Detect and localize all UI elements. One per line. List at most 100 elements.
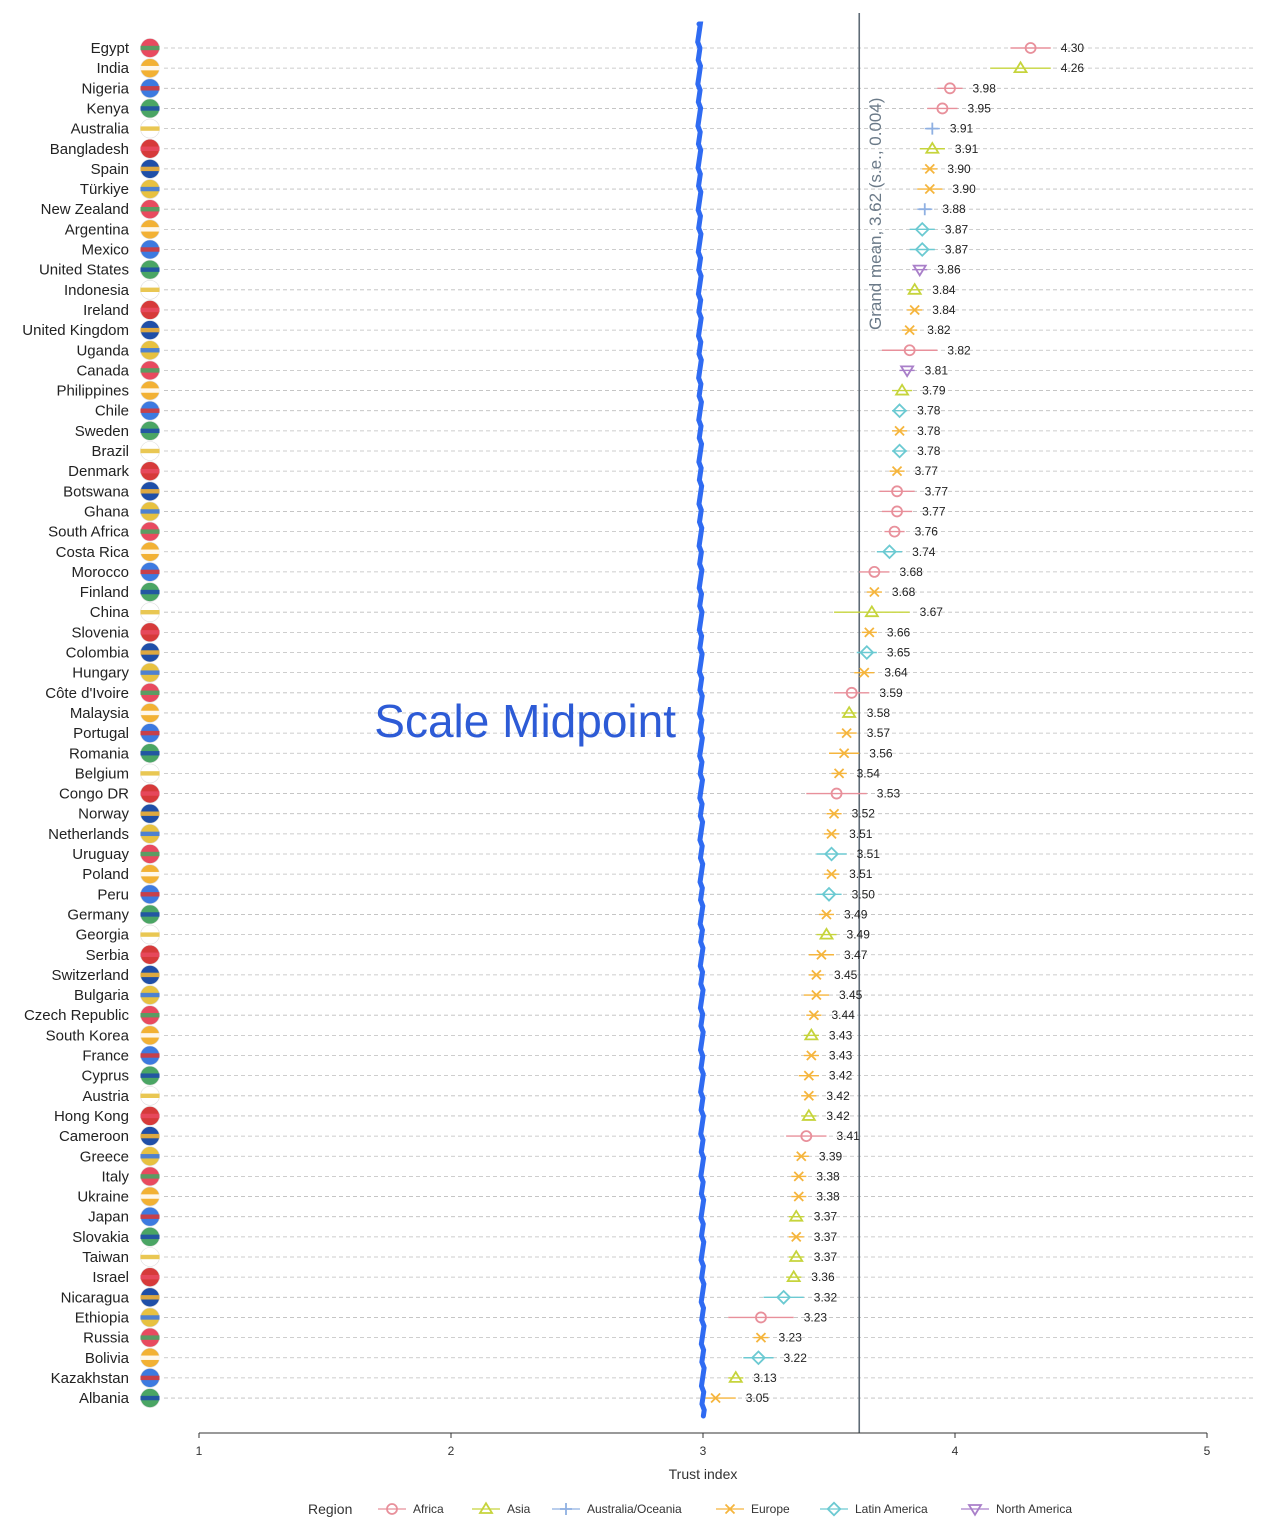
x-tick-label: 1	[196, 1444, 203, 1458]
value-label: 3.59	[879, 686, 903, 700]
data-point	[845, 686, 858, 699]
flag-stripe	[140, 468, 160, 474]
x-axis: 1 2 3 4 5 Trust index	[196, 1432, 1211, 1482]
value-label: 3.45	[839, 988, 863, 1002]
data-point	[904, 324, 915, 336]
data-point	[899, 365, 915, 378]
value-label: 3.51	[849, 827, 873, 841]
data-point	[944, 82, 956, 95]
data-point	[892, 443, 908, 459]
value-label: 3.77	[925, 484, 949, 498]
data-point	[859, 667, 870, 678]
country-labels: Egypt 4.30 India 4.26 Nigeria 3.98 Kenya 3.95 Au…	[22, 40, 1084, 1407]
legend: Region Africa Asia Australia/Oceania Europe L…	[308, 1501, 1072, 1517]
value-label: 3.88	[942, 202, 966, 216]
flag-stripe	[140, 65, 160, 71]
value-label: 3.45	[834, 968, 858, 982]
country-label: Bangladesh	[50, 141, 129, 158]
flag-icon	[140, 1126, 160, 1146]
flag-icon	[140, 78, 160, 99]
flag-icon	[140, 279, 160, 300]
flag-icon	[140, 1247, 160, 1267]
country-label: Morocco	[71, 564, 129, 581]
flag-stripe	[140, 992, 160, 998]
x-tick-label: 2	[448, 1444, 455, 1458]
country-label: Uganda	[76, 342, 129, 359]
country-label: Norway	[78, 806, 129, 823]
flag-stripe	[140, 851, 160, 857]
value-label: 3.66	[887, 625, 911, 639]
value-label: 3.44	[831, 1008, 855, 1022]
data-points	[705, 42, 1051, 1404]
data-point	[841, 727, 852, 739]
legend-marker	[967, 1504, 983, 1517]
data-point	[803, 1070, 814, 1081]
flag-stripe	[140, 871, 160, 877]
flag-stripe	[140, 146, 160, 151]
data-point	[891, 466, 903, 477]
flag-stripe	[140, 710, 160, 716]
flag-icon	[140, 662, 160, 683]
data-point	[918, 203, 931, 216]
data-point	[914, 221, 930, 237]
value-label: 3.78	[917, 444, 941, 458]
country-label: Congo DR	[59, 786, 129, 803]
flag-icon	[140, 1307, 160, 1328]
country-label: Portugal	[73, 725, 129, 742]
flag-icon	[140, 743, 160, 764]
data-point	[909, 304, 920, 316]
flag-icon	[140, 199, 160, 219]
data-point	[869, 586, 880, 598]
flag-stripe	[140, 489, 160, 494]
data-point	[728, 1370, 744, 1383]
country-label: New Zealand	[41, 201, 129, 218]
x-axis-title: Trust index	[669, 1466, 738, 1482]
country-label: Uruguay	[72, 846, 129, 863]
country-label: Romania	[69, 745, 130, 762]
country-flags	[140, 38, 160, 1408]
data-point	[811, 969, 822, 981]
data-point	[791, 1231, 802, 1242]
flag-icon	[140, 360, 160, 381]
data-point	[830, 787, 843, 800]
data-point	[841, 705, 857, 718]
data-point	[924, 163, 935, 175]
flag-stripe	[140, 1053, 160, 1058]
flag-stripe	[140, 166, 160, 172]
flag-stripe	[140, 589, 160, 595]
flag-icon	[140, 441, 160, 461]
flag-stripe	[140, 1133, 160, 1139]
flag-stripe	[140, 126, 160, 131]
data-point	[803, 1027, 819, 1041]
value-label: 3.43	[829, 1049, 853, 1063]
country-label: Netherlands	[48, 826, 129, 843]
value-label: 3.52	[852, 807, 876, 821]
flag-stripe	[140, 952, 160, 957]
gridlines	[164, 47, 1255, 1399]
value-label: 3.23	[779, 1331, 803, 1345]
data-point	[818, 927, 835, 940]
country-label: Brazil	[91, 443, 129, 460]
value-label: 3.77	[922, 504, 946, 518]
data-point	[881, 544, 898, 560]
value-label: 3.68	[892, 585, 916, 599]
country-label: Denmark	[68, 463, 129, 480]
flag-icon	[140, 118, 160, 139]
flag-icon	[140, 1327, 160, 1348]
value-label: 3.98	[973, 81, 997, 95]
flag-icon	[140, 239, 160, 260]
flag-stripe	[140, 448, 160, 454]
data-point	[788, 1209, 804, 1222]
data-point	[903, 344, 916, 357]
flag-stripe	[140, 307, 160, 313]
data-point	[924, 141, 940, 154]
value-label: 3.05	[746, 1391, 770, 1405]
flag-icon	[140, 400, 160, 421]
legend-item: North America	[961, 1502, 1072, 1517]
data-point	[826, 828, 837, 839]
flag-stripe	[140, 1013, 160, 1018]
flag-stripe	[140, 287, 160, 292]
country-label: Kenya	[86, 100, 129, 117]
legend-title: Region	[308, 1501, 352, 1517]
flag-stripe	[140, 45, 160, 51]
